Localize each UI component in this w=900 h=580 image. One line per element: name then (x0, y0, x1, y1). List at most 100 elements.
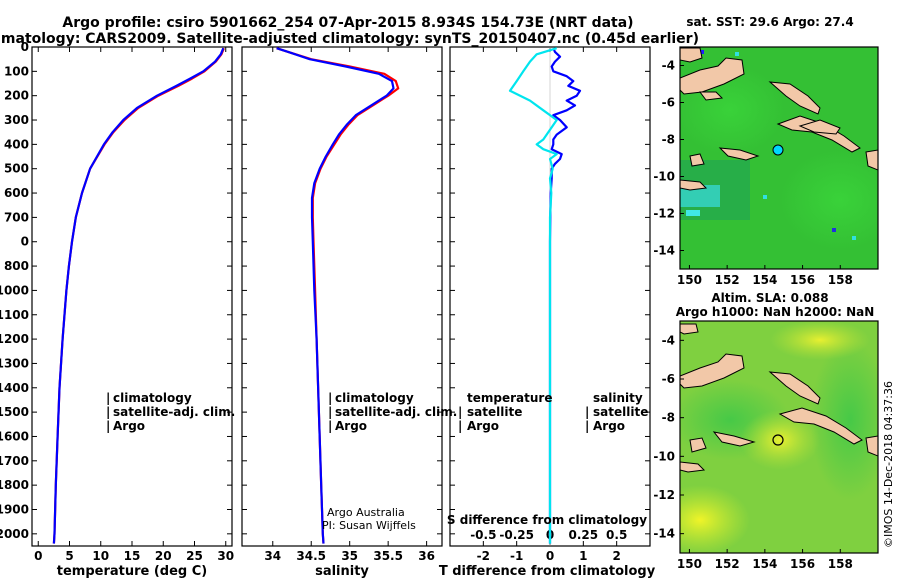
s-diff-tick-label: -0.25 (499, 528, 534, 542)
x-tick-label: -2 (477, 549, 490, 563)
x-tick-label: 5 (65, 549, 73, 563)
depth-tick-label: 2000 (0, 527, 29, 541)
depth-tick-label: 600 (4, 186, 29, 200)
legend-label-salinity-satellite: satellite (593, 405, 648, 419)
map-lon-label: 152 (715, 273, 740, 287)
sst-pixel (852, 236, 856, 240)
sla-high-patch (770, 321, 870, 360)
legend-temperature-header: temperature (467, 391, 552, 405)
salinity-xlabel: salinity (315, 564, 369, 579)
s-diff-tick-label: -0.5 (470, 528, 496, 542)
legend-symbol-temperature-argo: | (458, 419, 462, 433)
map-lat-label: -12 (653, 488, 675, 502)
sst-warm-patch (780, 150, 878, 250)
depth-tick-label: 1200 (0, 332, 29, 346)
map-lat-label: -14 (653, 244, 675, 258)
depth-tick-label: 1400 (0, 381, 29, 395)
sst-pixel (832, 228, 836, 232)
temperature-difference-xlabel: T difference from climatology (439, 564, 656, 579)
x-tick-label: 36 (418, 549, 435, 563)
sla-low-patch (810, 340, 878, 500)
sla-map (680, 321, 878, 553)
map-lat-label: -4 (662, 333, 675, 347)
sla-land (680, 323, 878, 473)
map-lon-label: 158 (828, 557, 853, 571)
x-tick-label: -1 (510, 549, 523, 563)
map-lon-label: 156 (790, 557, 815, 571)
depth-tick-label: 1600 (0, 429, 29, 443)
map-lat-label: -8 (662, 411, 675, 425)
x-tick-label: 2 (612, 549, 620, 563)
difference-legend: temperature | satellite | Argo salinity … (458, 391, 648, 433)
x-tick-label: 35.5 (373, 549, 403, 563)
sst-pixel (700, 50, 704, 54)
x-tick-label: 34.5 (296, 549, 326, 563)
legend-label-argo: Argo (113, 419, 145, 433)
sla-high-patch (680, 485, 750, 553)
legend-symbol-climatology: | (328, 391, 332, 405)
depth-tick-label: 700 (4, 210, 29, 224)
x-tick-label: 10 (92, 549, 109, 563)
salinity-legend: | climatology | satellite-adj. clim. | A… (328, 391, 457, 433)
temperature-xlabel: temperature (deg C) (57, 564, 207, 579)
difference-plot: -2 -1 0 1 2-0.5 -0.25 0 0.25 0.5 (470, 47, 627, 563)
map-lon-label: 156 (790, 273, 815, 287)
x-tick-label: 35 (341, 549, 358, 563)
legend-label-salinity-argo: Argo (593, 419, 625, 433)
map-lat-label: -10 (653, 449, 675, 463)
series-line-salinity-satellite (508, 47, 558, 544)
legend-label-temperature-satellite: satellite (467, 405, 522, 419)
depth-tick-label: 1500 (0, 405, 29, 419)
x-tick-label: 0 (546, 549, 554, 563)
depth-tick-label: 300 (4, 113, 29, 127)
legend-label-climatology: climatology (335, 391, 414, 405)
map-lon-label: 150 (677, 273, 702, 287)
x-tick-label: 15 (124, 549, 141, 563)
sst-map-frame (679, 46, 879, 270)
sst-map (680, 47, 878, 269)
credit-argo-australia: Argo Australia (327, 506, 405, 519)
temperature-plot: 0 5 10 15 20 25 30 (34, 47, 234, 563)
x-tick-label: 34 (264, 549, 281, 563)
map-lat-label: -6 (662, 372, 675, 386)
depth-tick-label: 1900 (0, 502, 29, 516)
map-lat-label: -6 (662, 96, 675, 110)
legend-label-satellite: satellite-adj. clim. (113, 405, 235, 419)
legend-symbol-salinity-argo: | (585, 419, 589, 433)
sla-map-title-line2: Argo h1000: NaN h2000: NaN (676, 305, 875, 319)
x-tick-label: 20 (155, 549, 172, 563)
depth-tick-label: 1800 (0, 478, 29, 492)
sla-map-ticks: 150 152 154 156 158 -4 -6 -8 -10 -12 -14 (653, 333, 853, 571)
x-tick-label: 25 (186, 549, 203, 563)
depth-tick-label: 1300 (0, 356, 29, 370)
sst-pixel (735, 52, 739, 56)
figure-title-line1: Argo profile: csiro 5901662_254 07-Apr-2… (62, 15, 633, 31)
depth-tick-label: 0 (21, 40, 29, 54)
depth-tick-label: 100 (4, 64, 29, 78)
map-lon-label: 152 (715, 557, 740, 571)
figure-title-line2: Climatology: CARS2009. Satellite-adjuste… (0, 31, 699, 47)
map-lat-label: -4 (662, 59, 675, 73)
depth-tick-label: 800 (4, 259, 29, 273)
sla-argo-marker (772, 434, 784, 446)
legend-symbol-satellite: | (106, 405, 110, 419)
sst-argo-marker (772, 144, 784, 156)
sst-pixel (763, 195, 767, 199)
map-lon-label: 158 (828, 273, 853, 287)
legend-symbol-salinity-satellite: | (585, 405, 589, 419)
legend-label-argo: Argo (335, 419, 367, 433)
series-line-climatology (276, 47, 400, 544)
sst-land (680, 47, 878, 191)
map-lon-label: 154 (752, 273, 777, 287)
depth-tick-label: 1700 (0, 454, 29, 468)
depth-tick-label: 1000 (0, 283, 29, 297)
imos-credit: ©IMOS 14-Dec-2018 04:37:36 (882, 381, 895, 548)
map-lat-label: -12 (653, 207, 675, 221)
series-line-climatology (52, 47, 225, 544)
depth-tick-label: 200 (4, 89, 29, 103)
legend-symbol-argo: | (106, 419, 110, 433)
legend-label-climatology: climatology (113, 391, 192, 405)
x-tick-label: 30 (217, 549, 234, 563)
x-tick-label: 1 (579, 549, 587, 563)
